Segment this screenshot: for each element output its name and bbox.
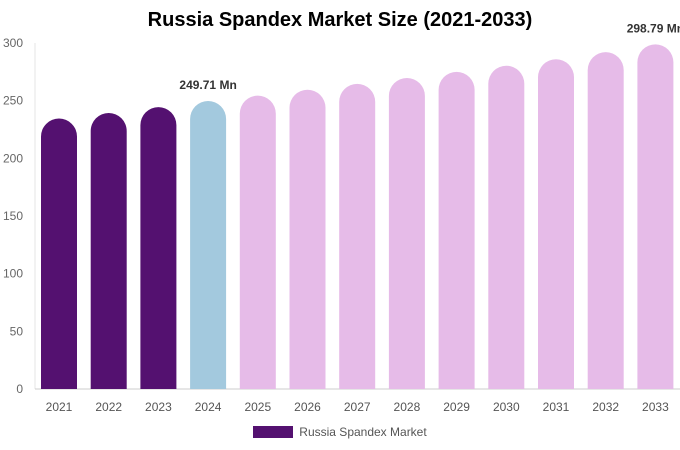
bar-2029 [438,71,475,389]
bar-2021 [41,118,77,389]
x-tick-label: 2025 [244,400,271,414]
chart-title: Russia Spandex Market Size (2021-2033) [147,9,533,31]
y-tick-label: 150 [3,209,23,223]
data-label: 249.71 Mn [179,78,236,92]
y-tick-label: 200 [3,151,23,165]
bar-2028 [388,77,425,390]
bar-2026 [289,89,326,389]
x-tick-label: 2022 [95,400,122,414]
x-tick-label: 2032 [592,400,619,414]
bar-2024 [190,101,227,390]
x-tick-label: 2027 [344,400,371,414]
bar-2030 [488,65,525,389]
x-tick-label: 2024 [195,400,222,414]
y-tick-label: 0 [16,382,23,396]
x-tick-label: 2030 [493,400,520,414]
bar-2033 [637,44,674,389]
x-tick-label: 2023 [145,400,172,414]
x-tick-label: 2031 [543,400,570,414]
x-tick-label: 2033 [642,400,669,414]
bar-2023 [140,107,177,389]
bar-2031 [538,59,574,390]
bar-2025 [239,95,276,389]
y-tick-label: 300 [3,36,23,50]
bar-2022 [90,113,127,390]
bar-2027 [339,83,376,389]
bar-2032 [587,52,624,390]
legend: Russia Spandex Market [0,425,680,439]
y-tick-label: 50 [10,324,24,338]
x-tick-label: 2029 [443,400,470,414]
legend-swatch [253,426,294,438]
y-tick-label: 100 [3,267,23,281]
x-tick-label: 2028 [394,400,421,414]
data-label: 298.79 Mn [627,21,680,35]
y-tick-label: 250 [3,94,23,108]
x-tick-label: 2021 [46,400,73,414]
legend-label: Russia Spandex Market [299,425,427,439]
x-tick-label: 2026 [294,400,321,414]
